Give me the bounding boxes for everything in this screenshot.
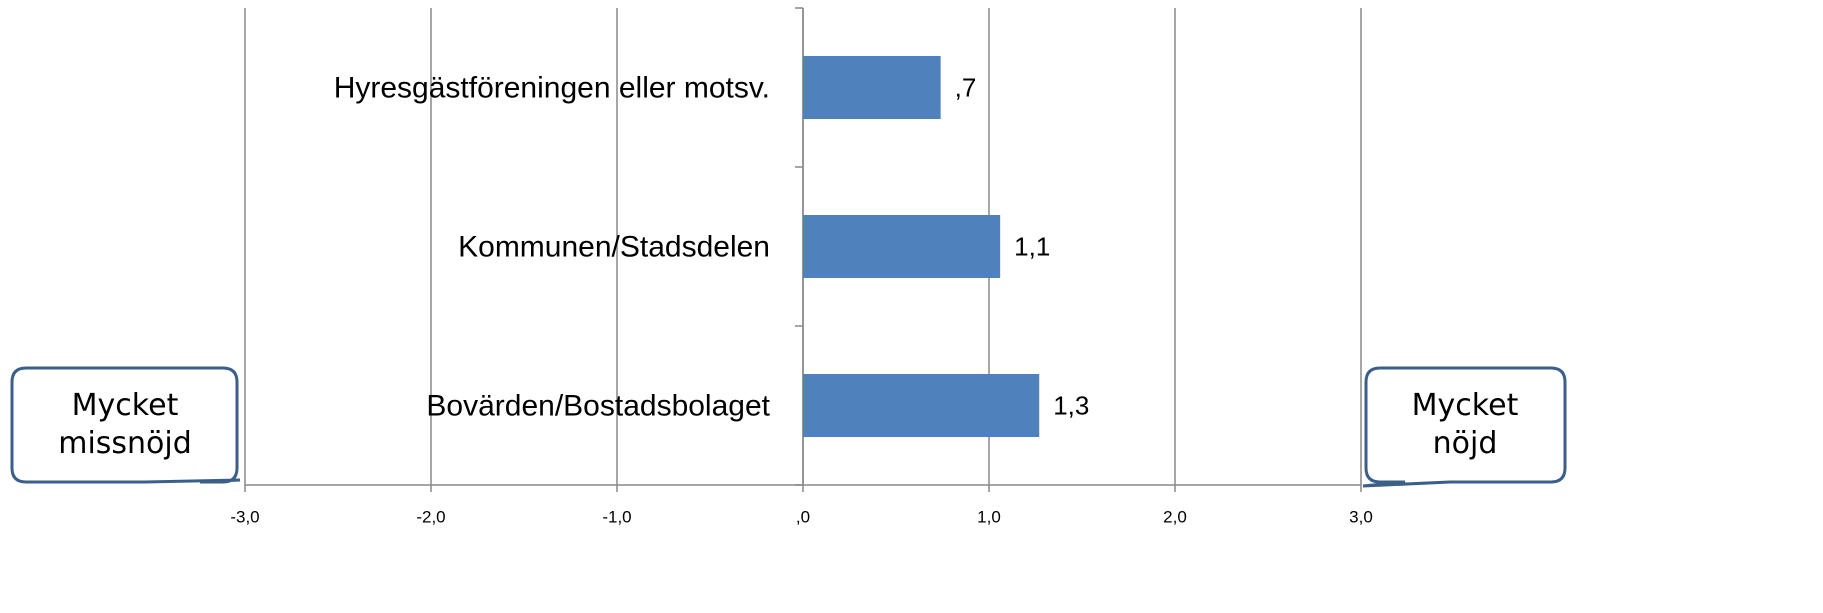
- bar: [803, 56, 941, 119]
- annotation-box: Mycket missnöjd: [58, 388, 192, 461]
- bar: [803, 374, 1040, 437]
- x-tick-label: ,0: [796, 507, 810, 526]
- callout-right: [1362, 366, 1567, 488]
- callout-left: [10, 366, 241, 484]
- x-tick-label: 3,0: [1349, 507, 1373, 526]
- x-tick-label: -2,0: [416, 507, 445, 526]
- value-label: 1,3: [1053, 390, 1089, 420]
- annotation-box: Mycket nöjd: [1411, 388, 1519, 461]
- x-tick-label: 1,0: [977, 507, 1001, 526]
- bar: [803, 215, 1001, 278]
- y-tick-label: Kommunen/Stadsdelen: [458, 230, 770, 263]
- value-label: ,7: [955, 72, 977, 102]
- x-tick-label: 2,0: [1163, 507, 1187, 526]
- annotation: Mycket nöjd: [1411, 388, 1519, 461]
- value-label: 1,1: [1014, 231, 1050, 261]
- y-tick-label: Hyresgästföreningen eller motsv.: [334, 71, 770, 104]
- y-tick-label: Bovärden/Bostadsbolaget: [426, 389, 770, 422]
- x-tick-label: -1,0: [602, 507, 631, 526]
- x-tick-label: -3,0: [230, 507, 259, 526]
- annotation: Mycket missnöjd: [58, 388, 192, 461]
